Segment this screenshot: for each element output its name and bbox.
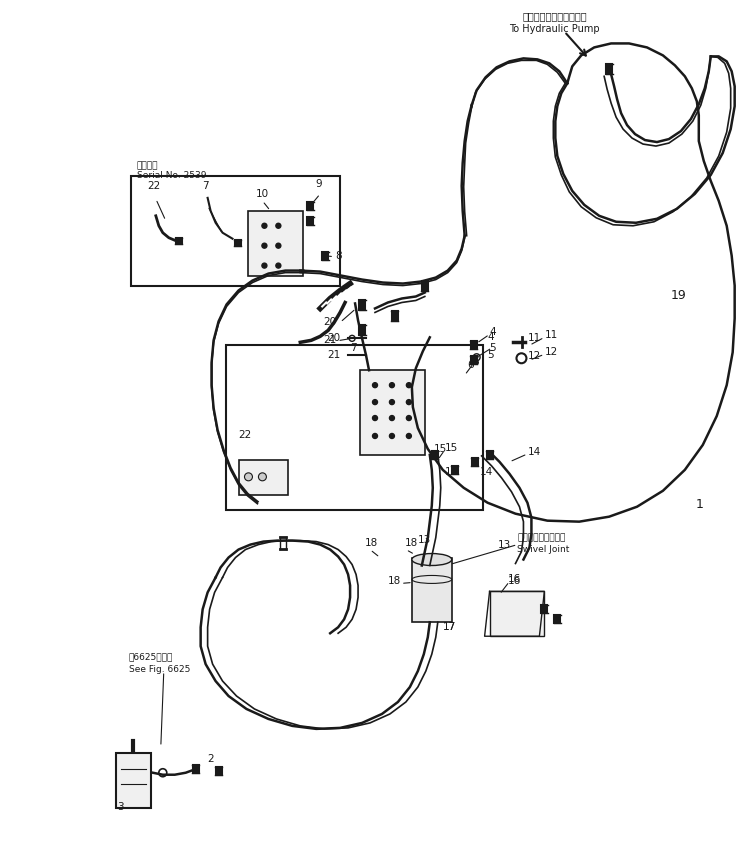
Text: 17: 17 bbox=[443, 622, 457, 632]
Text: 10: 10 bbox=[256, 189, 269, 199]
Text: 21: 21 bbox=[327, 350, 340, 360]
Text: 12: 12 bbox=[544, 347, 558, 357]
Text: 適用号機: 適用号機 bbox=[137, 161, 158, 170]
Circle shape bbox=[262, 223, 267, 228]
Text: 12: 12 bbox=[527, 351, 541, 362]
Bar bbox=[249, 210, 303, 276]
Circle shape bbox=[406, 382, 412, 387]
Circle shape bbox=[372, 399, 378, 405]
Text: 3: 3 bbox=[118, 801, 124, 812]
Text: 15: 15 bbox=[445, 443, 458, 453]
Text: 22: 22 bbox=[147, 181, 161, 191]
Text: 21: 21 bbox=[323, 335, 336, 345]
Text: Swivel Joint: Swivel Joint bbox=[517, 545, 570, 554]
Circle shape bbox=[276, 263, 281, 268]
Circle shape bbox=[276, 223, 281, 228]
Text: 14: 14 bbox=[480, 466, 493, 477]
Circle shape bbox=[406, 434, 412, 438]
Bar bbox=[239, 460, 288, 495]
Text: 22: 22 bbox=[239, 430, 252, 440]
Circle shape bbox=[390, 382, 394, 387]
Text: See Fig. 6625: See Fig. 6625 bbox=[129, 665, 190, 673]
Text: 13: 13 bbox=[418, 534, 431, 545]
Text: 1: 1 bbox=[696, 498, 704, 511]
Circle shape bbox=[372, 416, 378, 421]
Circle shape bbox=[372, 434, 378, 438]
Text: 第6625図参照: 第6625図参照 bbox=[129, 653, 173, 661]
Bar bbox=[225, 345, 483, 509]
Text: 4: 4 bbox=[487, 332, 494, 343]
Text: 8: 8 bbox=[335, 251, 342, 260]
Text: 19: 19 bbox=[671, 289, 686, 302]
Text: 20: 20 bbox=[323, 317, 336, 327]
Text: 13: 13 bbox=[445, 466, 458, 477]
Circle shape bbox=[390, 399, 394, 405]
Text: 6: 6 bbox=[468, 360, 475, 370]
Text: 14: 14 bbox=[527, 447, 541, 457]
Text: 18: 18 bbox=[388, 576, 401, 587]
Circle shape bbox=[406, 399, 412, 405]
Text: 5: 5 bbox=[490, 344, 496, 353]
Bar bbox=[116, 752, 151, 807]
Text: 15: 15 bbox=[434, 444, 447, 454]
Bar bbox=[412, 557, 451, 622]
Text: 11: 11 bbox=[527, 333, 541, 344]
Text: 16: 16 bbox=[508, 576, 520, 587]
Circle shape bbox=[262, 263, 267, 268]
Circle shape bbox=[406, 416, 412, 421]
Circle shape bbox=[390, 416, 394, 421]
Text: 20: 20 bbox=[327, 333, 340, 344]
Text: スイベルジョイント: スイベルジョイント bbox=[517, 533, 566, 542]
Text: 9: 9 bbox=[315, 179, 321, 189]
Circle shape bbox=[372, 382, 378, 387]
Text: 11: 11 bbox=[544, 331, 558, 340]
Bar bbox=[131, 176, 340, 285]
Text: 18: 18 bbox=[405, 538, 418, 547]
Text: 17: 17 bbox=[443, 622, 457, 632]
Bar bbox=[490, 591, 544, 637]
Text: 2: 2 bbox=[207, 754, 214, 764]
Bar bbox=[360, 370, 425, 455]
Text: To Hydraulic Pump: To Hydraulic Pump bbox=[509, 23, 599, 34]
Circle shape bbox=[262, 243, 267, 248]
Circle shape bbox=[245, 472, 252, 481]
Text: 6: 6 bbox=[472, 357, 479, 368]
Text: Serial No. 2539 −: Serial No. 2539 − bbox=[137, 172, 217, 180]
Ellipse shape bbox=[412, 553, 451, 565]
Circle shape bbox=[390, 434, 394, 438]
Text: 7: 7 bbox=[350, 344, 357, 353]
Circle shape bbox=[258, 472, 267, 481]
Text: 13: 13 bbox=[498, 539, 511, 550]
Text: 7: 7 bbox=[202, 181, 209, 191]
Text: 16: 16 bbox=[508, 575, 520, 584]
Text: 4: 4 bbox=[490, 327, 496, 338]
Text: 18: 18 bbox=[365, 538, 379, 547]
Text: ハイドロリックポンプへ: ハイドロリックポンプへ bbox=[522, 11, 587, 21]
Text: 5: 5 bbox=[487, 350, 494, 360]
Circle shape bbox=[276, 243, 281, 248]
